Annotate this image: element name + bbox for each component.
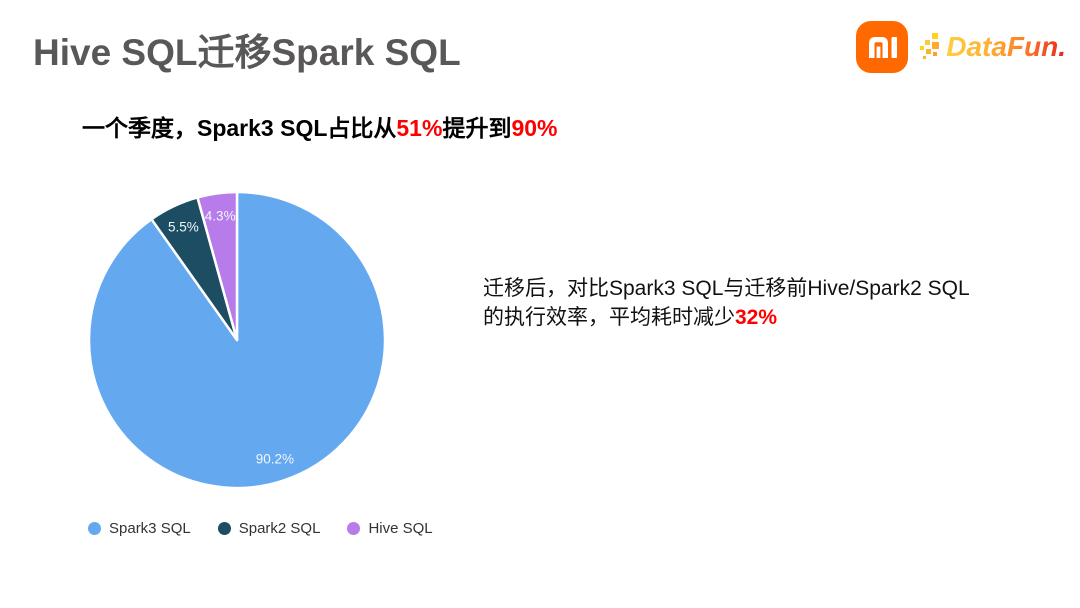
legend-label: Spark2 SQL bbox=[238, 520, 321, 537]
page-title: Hive SQL迁移Spark SQL bbox=[33, 32, 461, 73]
subtitle: 一个季度，Spark3 SQL占比从51%提升到90% bbox=[82, 109, 557, 143]
subtitle-text-1: 一个季度，Spark3 SQL占比从 bbox=[82, 115, 397, 141]
note-highlight-32: 32% bbox=[735, 306, 778, 329]
pie-chart: 90.2% 5.5% 4.3% bbox=[87, 190, 387, 490]
xiaomi-mi-icon bbox=[869, 37, 898, 58]
chart-legend: Spark3 SQL Spark2 SQL Hive SQL bbox=[88, 520, 433, 537]
datafun-logo: DataFun. bbox=[920, 31, 1066, 63]
datafun-wordmark: DataFun. bbox=[946, 31, 1066, 62]
legend-item-hive-sql: Hive SQL bbox=[347, 520, 433, 537]
legend-item-spark3-sql: Spark3 SQL bbox=[88, 520, 191, 537]
legend-swatch bbox=[217, 522, 231, 535]
legend-item-spark2-sql: Spark2 SQL bbox=[217, 520, 321, 537]
note-line-1: 迁移后，对比Spark3 SQL与迁移前Hive/Spark2 SQL bbox=[483, 277, 970, 300]
pie-value-label: 90.2% bbox=[256, 452, 294, 467]
legend-swatch bbox=[347, 522, 361, 535]
pie-value-label: 5.5% bbox=[168, 220, 199, 235]
legend-swatch bbox=[88, 522, 101, 535]
legend-label: Spark3 SQL bbox=[109, 520, 191, 537]
logo-group: DataFun. bbox=[856, 21, 1066, 73]
subtitle-highlight-51: 51% bbox=[396, 115, 443, 141]
subtitle-text-2: 提升到 bbox=[442, 115, 512, 141]
note-line-2: 的执行效率，平均耗时减少 bbox=[483, 306, 735, 329]
pie-slice-hive-sql bbox=[196, 190, 239, 342]
pie-value-label: 4.3% bbox=[205, 209, 236, 224]
xiaomi-logo bbox=[856, 21, 909, 73]
legend-label: Hive SQL bbox=[368, 520, 433, 537]
subtitle-highlight-90: 90% bbox=[511, 115, 558, 141]
datafun-pixels-icon bbox=[920, 31, 942, 63]
migration-result-note: 迁移后，对比Spark3 SQL与迁移前Hive/Spark2 SQL 的执行效率… bbox=[483, 274, 1043, 332]
